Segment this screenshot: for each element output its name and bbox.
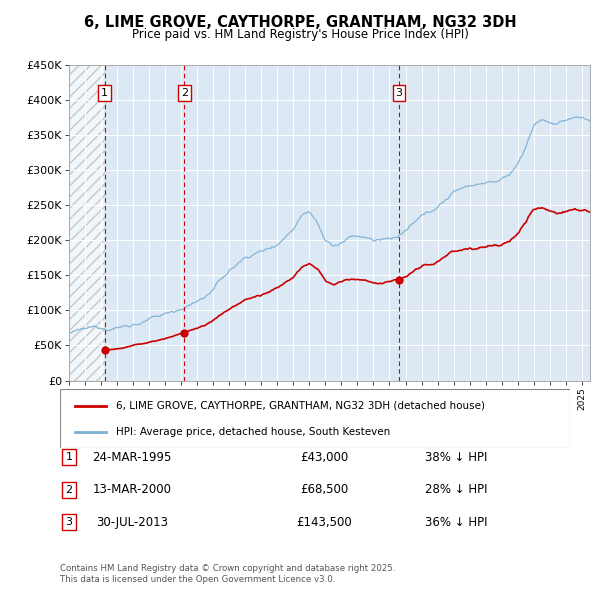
FancyBboxPatch shape: [60, 389, 570, 448]
Text: 3: 3: [395, 88, 402, 98]
Text: 30-JUL-2013: 30-JUL-2013: [96, 516, 168, 529]
Text: 28% ↓ HPI: 28% ↓ HPI: [425, 483, 487, 496]
Text: 1: 1: [101, 88, 108, 98]
Text: HPI: Average price, detached house, South Kesteven: HPI: Average price, detached house, Sout…: [116, 427, 391, 437]
Text: 2: 2: [181, 88, 188, 98]
Text: This data is licensed under the Open Government Licence v3.0.: This data is licensed under the Open Gov…: [60, 575, 335, 584]
Text: 24-MAR-1995: 24-MAR-1995: [92, 451, 172, 464]
Text: Contains HM Land Registry data © Crown copyright and database right 2025.: Contains HM Land Registry data © Crown c…: [60, 565, 395, 573]
Text: £143,500: £143,500: [296, 516, 352, 529]
Text: 13-MAR-2000: 13-MAR-2000: [92, 483, 172, 496]
Text: 38% ↓ HPI: 38% ↓ HPI: [425, 451, 487, 464]
Text: 36% ↓ HPI: 36% ↓ HPI: [425, 516, 487, 529]
Text: 6, LIME GROVE, CAYTHORPE, GRANTHAM, NG32 3DH (detached house): 6, LIME GROVE, CAYTHORPE, GRANTHAM, NG32…: [116, 401, 485, 411]
Text: 1: 1: [65, 453, 73, 462]
Text: £68,500: £68,500: [300, 483, 348, 496]
Text: 2: 2: [65, 485, 73, 494]
Bar: [69, 65, 104, 381]
Text: 3: 3: [65, 517, 73, 527]
Text: Price paid vs. HM Land Registry's House Price Index (HPI): Price paid vs. HM Land Registry's House …: [131, 28, 469, 41]
Text: £43,000: £43,000: [300, 451, 348, 464]
Text: 6, LIME GROVE, CAYTHORPE, GRANTHAM, NG32 3DH: 6, LIME GROVE, CAYTHORPE, GRANTHAM, NG32…: [83, 15, 517, 30]
